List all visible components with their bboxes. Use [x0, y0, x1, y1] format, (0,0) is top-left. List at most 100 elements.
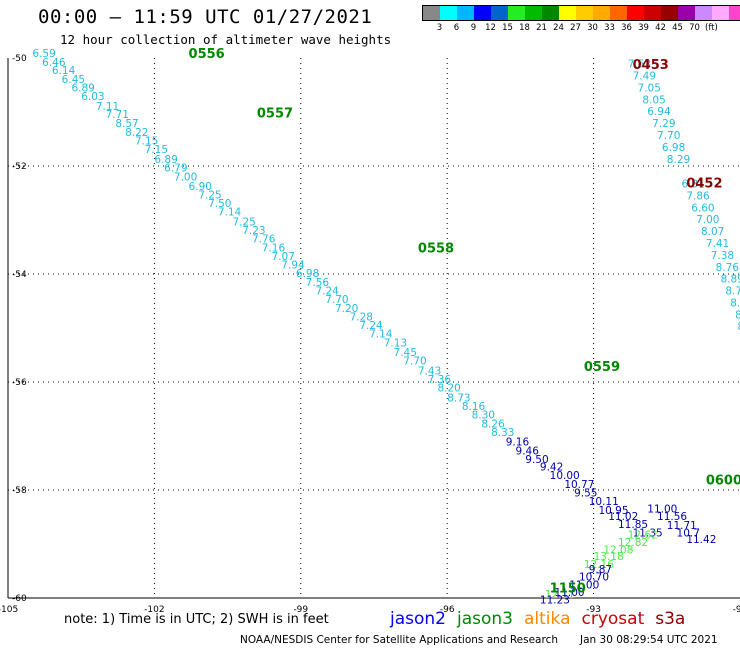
- y-tick-label: -50: [12, 54, 27, 64]
- wave-height-value: 8.74: [730, 297, 740, 309]
- legend-labels: 3 6 9 12 15 18 21 24 27 30 33 36 39 42 45 70 (ft): [422, 23, 740, 33]
- wave-height-value: 11.00: [647, 504, 677, 516]
- satellite-jason2: jason2: [390, 609, 446, 629]
- satellite-legend: jason2 jason3 altika cryosat s3a: [390, 609, 696, 629]
- wave-height-value: 10.70: [579, 572, 609, 584]
- wave-height-value: 9.42: [540, 462, 563, 474]
- wave-height-value: 7.38: [711, 250, 734, 262]
- wave-height-value: 7.76: [252, 234, 276, 246]
- wave-height-value: 7.43: [418, 365, 441, 377]
- wave-height-value: 7.50: [208, 198, 231, 210]
- wave-height-value: 8.22: [125, 127, 148, 139]
- wave-height-value: 10.77: [564, 479, 594, 491]
- x-tick-label: -93: [586, 605, 601, 615]
- wave-height-value: 7.24: [359, 320, 383, 332]
- time-label: 1150: [550, 582, 586, 597]
- wave-height-value: 7.11: [96, 101, 119, 113]
- wave-height-value: 6.03: [81, 91, 104, 103]
- legend-label: 6: [453, 23, 460, 33]
- legend-swatch: [559, 6, 576, 20]
- wave-height-value: 8.20: [437, 383, 460, 395]
- wave-height-value: 7.20: [335, 303, 358, 315]
- wave-height-value: 7.56: [306, 277, 330, 289]
- time-label: 0600: [706, 474, 740, 489]
- wave-height-value: 7.45: [394, 347, 417, 359]
- wave-height-value: 12.08: [603, 545, 633, 557]
- wave-height-value: 12.62: [628, 530, 658, 542]
- legend-swatch: [661, 6, 678, 20]
- legend-swatch: [729, 6, 740, 20]
- y-tick-label: -52: [12, 162, 27, 172]
- legend-label: 33: [604, 23, 615, 33]
- legend-swatch: [678, 6, 695, 20]
- page-subtitle: 12 hour collection of altimeter wave hei…: [60, 32, 392, 47]
- wave-height-value: 7.14: [218, 207, 242, 219]
- wave-height-value: 12.11: [545, 589, 575, 601]
- wave-height-value: 7.07: [272, 251, 295, 263]
- satellite-altika: altika: [524, 609, 571, 629]
- wave-height-value: 7.16: [262, 242, 286, 254]
- legend-label: 18: [519, 23, 530, 33]
- wave-height-value: 6.46: [42, 57, 66, 69]
- wave-height-value: 12.16: [584, 559, 614, 571]
- wave-height-value: 6.14: [52, 65, 76, 77]
- legend-swatch: [457, 6, 474, 20]
- wave-height-value: 7.28: [350, 311, 373, 323]
- wave-height-value: 7.70: [403, 356, 426, 368]
- wave-height-value: 7.25: [232, 216, 255, 228]
- page-title: 00:00 – 11:59 UTC 01/27/2021: [38, 6, 373, 28]
- wave-height-value: 6.98: [662, 142, 685, 154]
- time-label: 0557: [257, 106, 293, 121]
- x-tick-label: -99: [293, 605, 308, 615]
- wave-height-value: 11.42: [686, 534, 716, 546]
- wave-height-value: 6.60: [691, 202, 714, 214]
- legend-swatch: [627, 6, 644, 20]
- legend-swatch: [542, 6, 559, 20]
- wave-height-value: 8.77: [725, 286, 740, 298]
- y-tick-label: -58: [12, 486, 27, 496]
- wave-height-value: 6.90: [189, 181, 212, 193]
- wave-height-value: 9.87: [589, 564, 612, 576]
- legend-label: 30: [587, 23, 598, 33]
- satellite-s3a: s3a: [655, 609, 686, 629]
- legend-label: 45: [672, 23, 683, 33]
- wave-height-value: 11.56: [657, 511, 687, 523]
- satellite-jason3: jason3: [457, 609, 513, 629]
- wave-height-value: 6.59: [32, 48, 55, 60]
- wave-height-value: 7.53: [628, 59, 651, 71]
- legend-swatch: [423, 6, 440, 20]
- wave-height-value: 7.70: [657, 130, 680, 142]
- time-label: 0556: [189, 47, 225, 62]
- legend-label: 42: [655, 23, 666, 33]
- legend-label: 70: [689, 23, 700, 33]
- legend-swatch: [525, 6, 542, 20]
- wave-height-value: 8.57: [115, 118, 138, 130]
- x-tick-label: -90: [733, 605, 740, 615]
- wave-height-value: 8.50: [735, 309, 740, 321]
- legend-label: 3: [436, 23, 443, 33]
- wave-height-value: 7.71: [106, 109, 129, 121]
- wave-height-value: 7.00: [696, 214, 719, 226]
- timestamp-text: Jan 30 08:29:54 UTC 2021: [580, 634, 718, 646]
- wave-height-value: 6.89: [71, 82, 94, 94]
- wave-height-value: 6.94: [647, 106, 671, 118]
- legend-unit: (ft): [705, 23, 718, 33]
- wave-height-value: 10.11: [589, 496, 619, 508]
- legend-label: 39: [638, 23, 649, 33]
- wave-height-value: 9.50: [525, 454, 548, 466]
- wave-height-value: 8.05: [642, 94, 665, 106]
- legend-swatch: [593, 6, 610, 20]
- wave-height-value: 11.23: [540, 594, 570, 606]
- wave-height-value: 8.33: [491, 427, 514, 439]
- wave-height-value: 6.89: [154, 154, 177, 166]
- wave-height-value: 6.45: [62, 74, 85, 86]
- wave-height-value: 8.09: [738, 321, 740, 333]
- wave-height-value: 7.05: [638, 82, 661, 94]
- y-tick-label: -60: [12, 594, 27, 604]
- wave-height-value: 8.30: [472, 410, 495, 422]
- wave-height-value: 7.36: [428, 374, 452, 386]
- legend-swatch: [695, 6, 712, 20]
- wave-height-value: 7.94: [281, 260, 305, 272]
- wave-height-value: 10.7: [677, 527, 700, 539]
